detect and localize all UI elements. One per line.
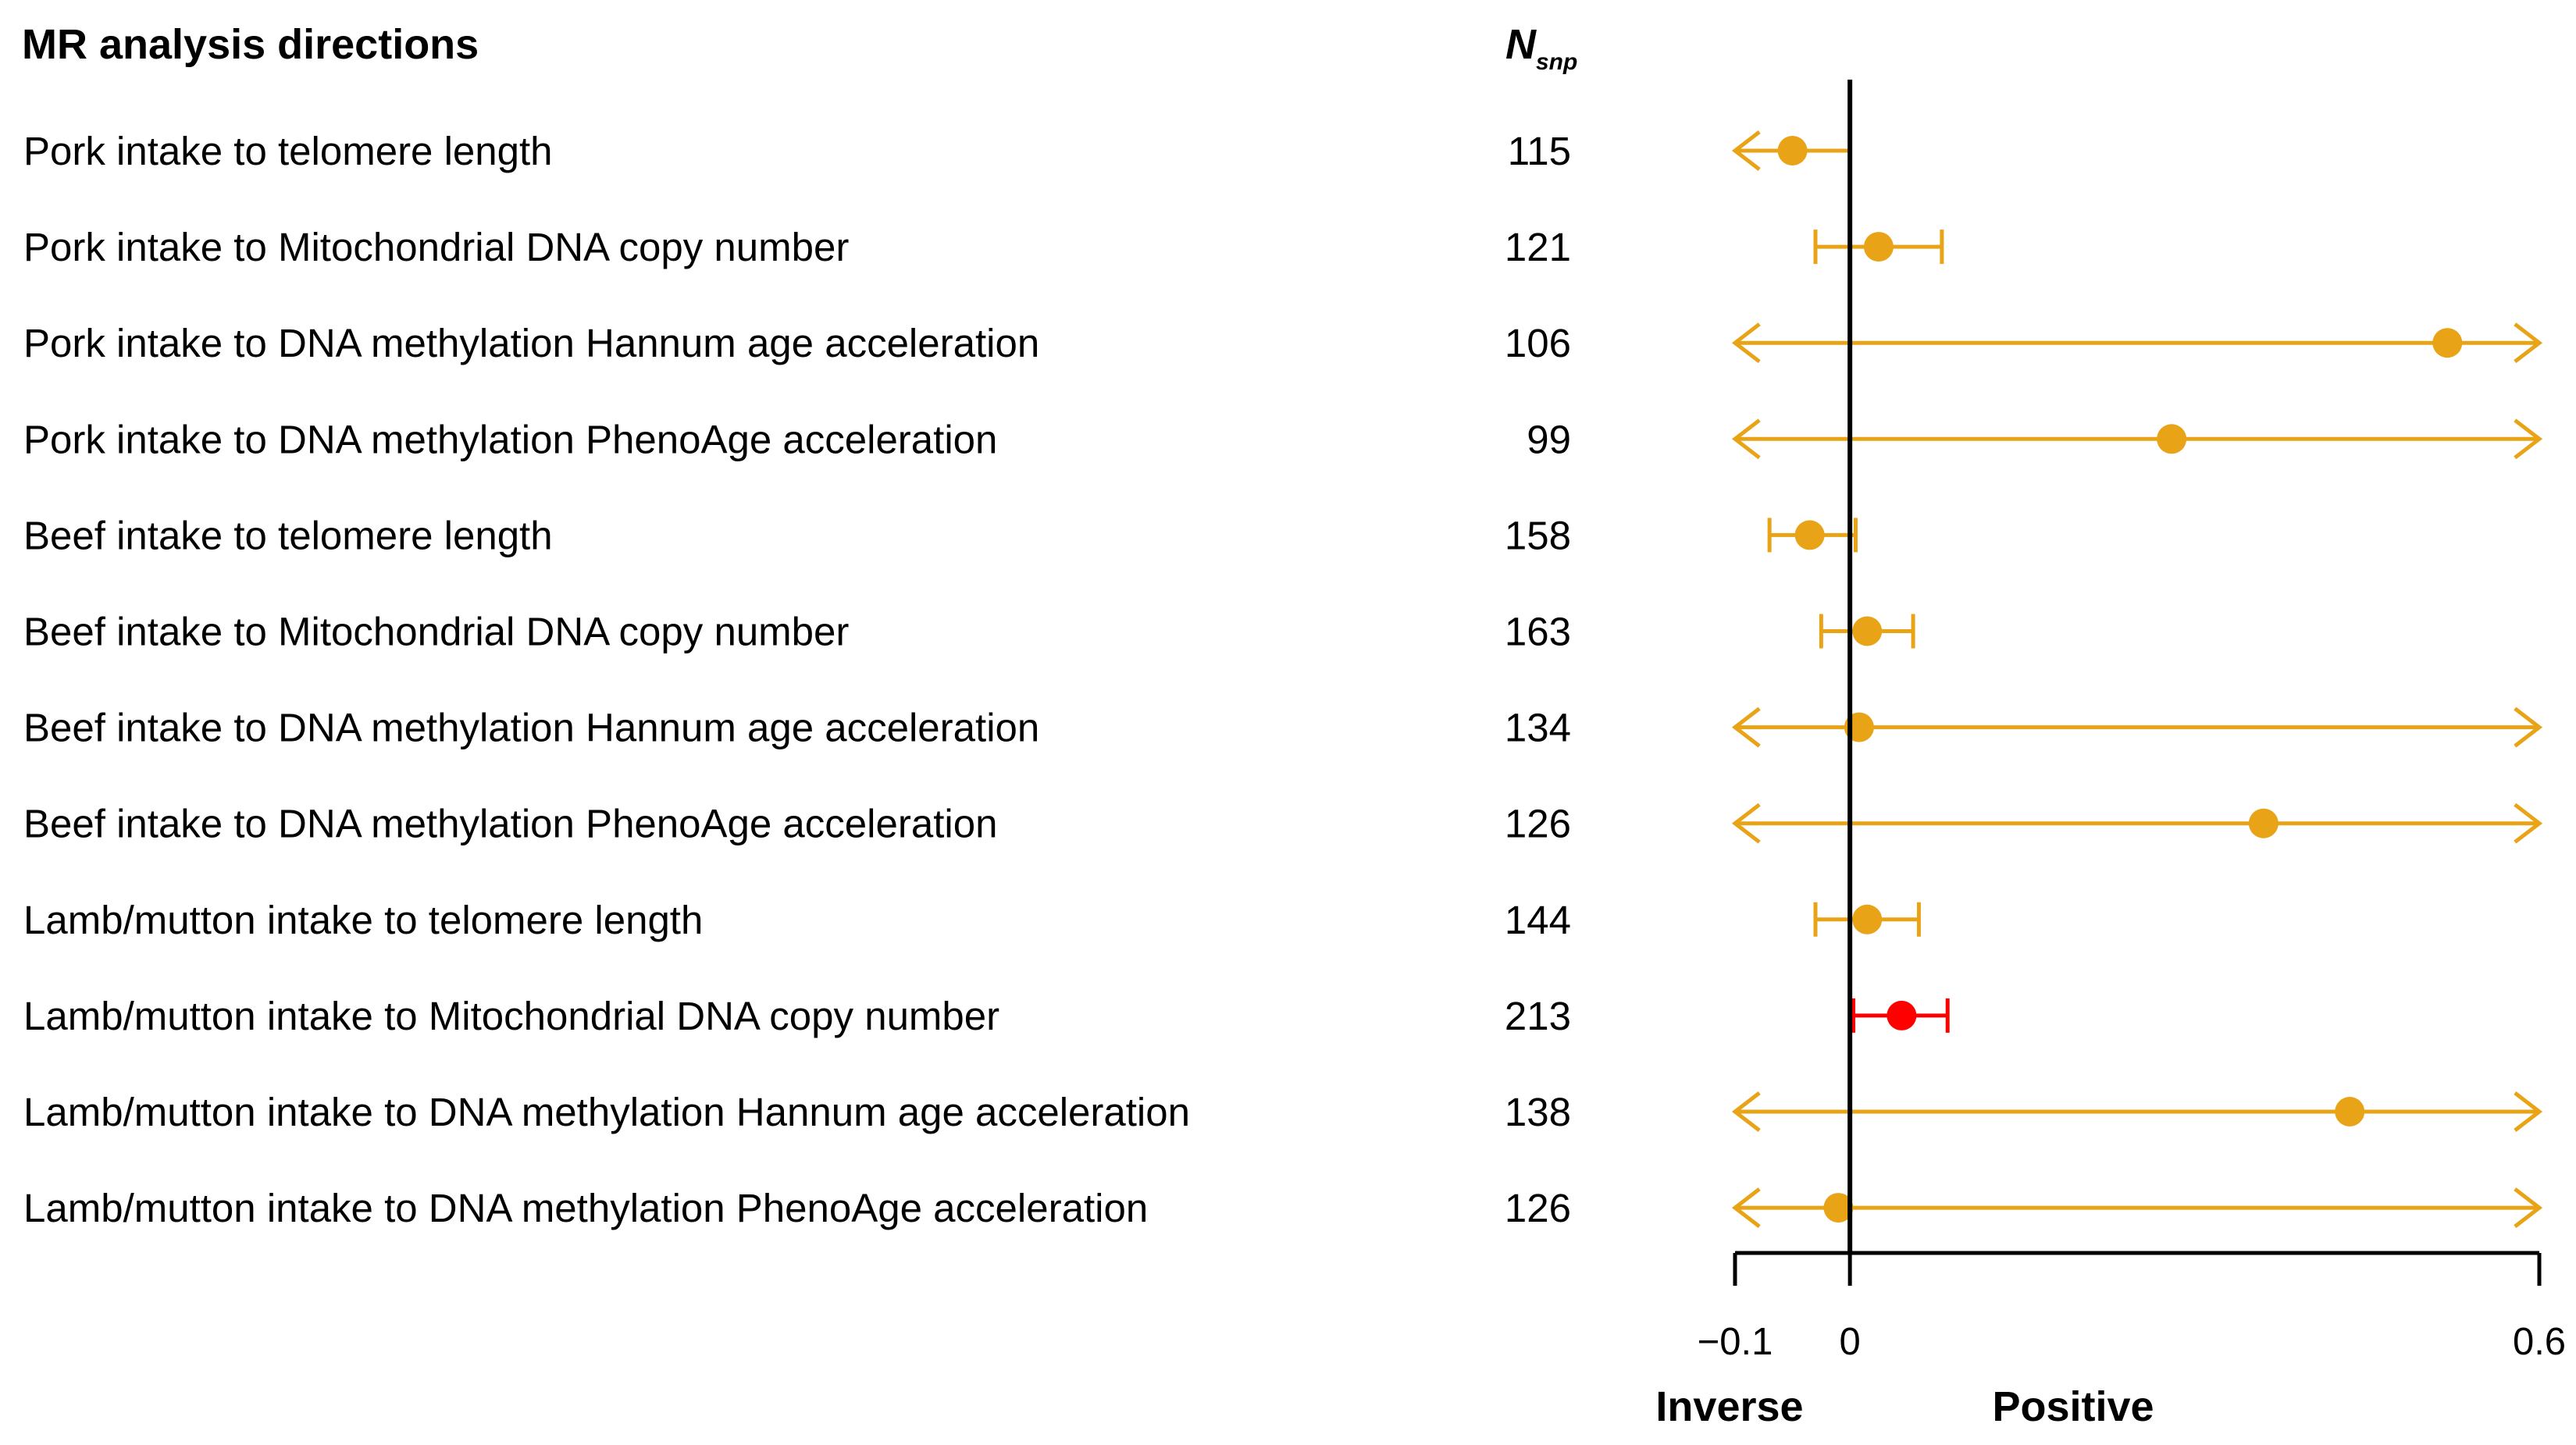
point-estimate bbox=[1852, 904, 1883, 934]
forest-row: Lamb/mutton intake to DNA methylation Ha… bbox=[23, 1090, 2543, 1134]
row-nsnp: 138 bbox=[1505, 1090, 1571, 1134]
forest-row: Lamb/mutton intake to telomere length 144 bbox=[23, 898, 1921, 942]
x-tick-label: 0 bbox=[1840, 1321, 1861, 1363]
ci-arrow-right bbox=[2514, 322, 2543, 364]
row-nsnp: 126 bbox=[1505, 1186, 1571, 1230]
row-nsnp: 99 bbox=[1527, 417, 1571, 461]
chart-title: MR analysis directions bbox=[22, 21, 479, 68]
row-nsnp: 115 bbox=[1508, 129, 1571, 173]
ci-arrow-right bbox=[2514, 803, 2543, 844]
forest-row: Beef intake to DNA methylation Hannum ag… bbox=[23, 706, 2543, 750]
nsnp-header-main: N bbox=[1505, 21, 1537, 68]
ci-arrow-left bbox=[1731, 803, 1761, 844]
point-estimate bbox=[2157, 424, 2187, 454]
row-label: Pork intake to DNA methylation PhenoAge … bbox=[23, 417, 997, 461]
point-estimate bbox=[1823, 1193, 1854, 1223]
row-nsnp: 134 bbox=[1505, 706, 1571, 750]
ci-arrow-left bbox=[1731, 130, 1761, 171]
point-estimate bbox=[2248, 808, 2278, 838]
row-nsnp: 158 bbox=[1505, 513, 1571, 557]
point-estimate bbox=[1794, 520, 1825, 550]
x-label-positive: Positive bbox=[1992, 1383, 2154, 1430]
row-label: Lamb/mutton intake to Mitochondrial DNA … bbox=[23, 994, 999, 1038]
row-nsnp: 126 bbox=[1505, 802, 1571, 846]
point-estimate bbox=[1852, 616, 1883, 646]
row-label: Beef intake to Mitochondrial DNA copy nu… bbox=[23, 610, 849, 654]
ci-arrow-right bbox=[2514, 706, 2543, 748]
forest-row: Pork intake to telomere length 115 bbox=[23, 129, 1852, 173]
ci-arrow-right bbox=[2514, 1091, 2543, 1132]
point-estimate bbox=[1777, 136, 1808, 165]
row-nsnp: 144 bbox=[1505, 898, 1571, 942]
forest-row: Lamb/mutton intake to Mitochondrial DNA … bbox=[23, 994, 1950, 1038]
ci-arrow-left bbox=[1731, 1187, 1761, 1229]
forest-row: Pork intake to DNA methylation Hannum ag… bbox=[23, 321, 2543, 365]
x-tick-label: 0.6 bbox=[2513, 1321, 2566, 1363]
row-nsnp: 121 bbox=[1505, 225, 1571, 269]
x-axis: −0.1 0 0.6 bbox=[1698, 1251, 2566, 1363]
forest-row: Beef intake to Mitochondrial DNA copy nu… bbox=[23, 610, 1915, 654]
forest-row: Lamb/mutton intake to DNA methylation Ph… bbox=[23, 1186, 2543, 1230]
row-label: Pork intake to telomere length bbox=[23, 129, 553, 173]
forest-row: Beef intake to telomere length 158 bbox=[23, 513, 1858, 557]
row-label: Pork intake to DNA methylation Hannum ag… bbox=[23, 321, 1039, 365]
ci-arrow-left bbox=[1731, 418, 1761, 460]
row-nsnp: 106 bbox=[1505, 321, 1571, 365]
row-label: Beef intake to DNA methylation Hannum ag… bbox=[23, 706, 1039, 750]
nsnp-header-sub: snp bbox=[1536, 49, 1577, 75]
x-tick-label: −0.1 bbox=[1698, 1321, 1773, 1363]
ci-arrow-left bbox=[1731, 1091, 1761, 1132]
ci-arrow-right bbox=[2514, 418, 2543, 460]
nsnp-header: Nsnp bbox=[1505, 21, 1577, 75]
forest-row: Pork intake to DNA methylation PhenoAge … bbox=[23, 417, 2543, 461]
ci-arrow-right bbox=[2514, 1187, 2543, 1229]
row-label: Lamb/mutton intake to telomere length bbox=[23, 898, 703, 942]
row-label: Beef intake to DNA methylation PhenoAge … bbox=[23, 802, 997, 846]
row-nsnp: 163 bbox=[1505, 610, 1571, 654]
forest-row: Beef intake to DNA methylation PhenoAge … bbox=[23, 802, 2543, 846]
point-estimate bbox=[1887, 1000, 1917, 1030]
point-estimate bbox=[2432, 328, 2463, 358]
forest-row: Pork intake to Mitochondrial DNA copy nu… bbox=[23, 225, 1944, 269]
row-nsnp: 213 bbox=[1505, 994, 1571, 1038]
row-label: Lamb/mutton intake to DNA methylation Ph… bbox=[23, 1186, 1148, 1230]
x-label-inverse: Inverse bbox=[1655, 1383, 1803, 1430]
row-label: Pork intake to Mitochondrial DNA copy nu… bbox=[23, 225, 849, 269]
row-label: Beef intake to telomere length bbox=[23, 513, 553, 557]
row-label: Lamb/mutton intake to DNA methylation Ha… bbox=[23, 1090, 1190, 1134]
point-estimate bbox=[1863, 232, 1894, 262]
ci-arrow-left bbox=[1731, 706, 1761, 748]
point-estimate bbox=[2335, 1097, 2365, 1126]
ci-arrow-left bbox=[1731, 322, 1761, 364]
